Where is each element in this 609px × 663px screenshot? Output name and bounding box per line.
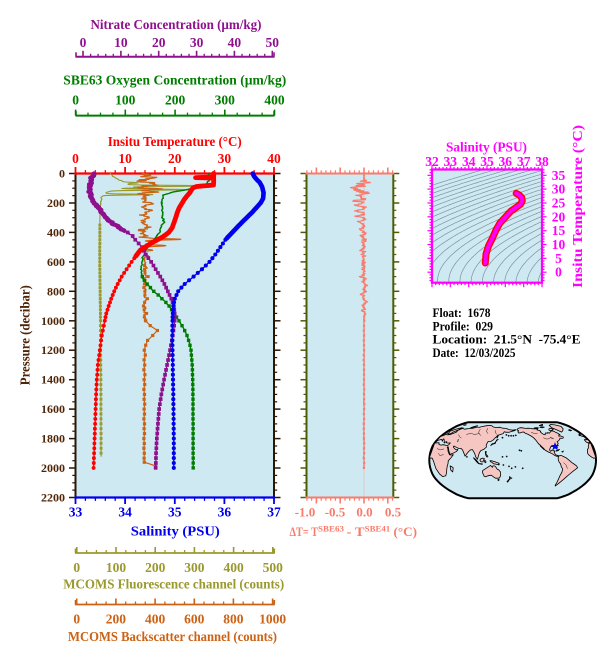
svg-text:Float: 1678: Float: 1678 <box>433 305 491 320</box>
svg-text:200: 200 <box>165 93 186 108</box>
svg-text:0: 0 <box>555 265 562 280</box>
svg-text:Nitrate Concentration (µm/kg): Nitrate Concentration (µm/kg) <box>91 17 262 32</box>
svg-text:300: 300 <box>184 560 205 575</box>
svg-text:Pressure (decibar): Pressure (decibar) <box>18 285 33 385</box>
svg-text:1000: 1000 <box>259 612 286 627</box>
svg-text:10: 10 <box>118 151 132 166</box>
svg-text:5: 5 <box>555 251 562 266</box>
svg-text:Salinity (PSU): Salinity (PSU) <box>446 140 527 155</box>
svg-text:ΔT= T: ΔT= T <box>290 524 319 539</box>
svg-text:800: 800 <box>47 284 65 298</box>
svg-text:400: 400 <box>264 93 285 108</box>
svg-text:0.0: 0.0 <box>356 505 372 520</box>
svg-text:35: 35 <box>480 154 494 169</box>
svg-text:0: 0 <box>73 560 80 575</box>
svg-text:Location: 21.5°N -75.4°E: Location: 21.5°N -75.4°E <box>433 332 581 347</box>
svg-text:SBE41: SBE41 <box>365 525 391 534</box>
svg-text:Profile: 029: Profile: 029 <box>433 318 494 333</box>
svg-text:30: 30 <box>218 151 232 166</box>
svg-text:Salinity (PSU): Salinity (PSU) <box>131 524 220 539</box>
svg-text:37: 37 <box>267 505 281 520</box>
svg-text:MCOMS Fluorescence channel (co: MCOMS Fluorescence channel (counts) <box>63 577 284 592</box>
svg-text:500: 500 <box>263 560 284 575</box>
svg-text:0: 0 <box>73 612 80 627</box>
svg-text:0: 0 <box>72 151 79 166</box>
svg-text:0: 0 <box>59 167 65 181</box>
svg-text:200: 200 <box>145 560 166 575</box>
svg-text:50: 50 <box>266 35 280 50</box>
svg-text:32: 32 <box>425 154 439 169</box>
svg-text:MCOMS Backscatter channel (cou: MCOMS Backscatter channel (counts) <box>68 629 277 644</box>
svg-text:1200: 1200 <box>41 343 65 357</box>
svg-text:33: 33 <box>444 154 458 169</box>
svg-text:(°C): (°C) <box>394 524 418 539</box>
svg-text:36: 36 <box>218 505 232 520</box>
svg-text:0: 0 <box>72 93 79 108</box>
svg-text:600: 600 <box>184 612 205 627</box>
svg-text:1600: 1600 <box>41 402 65 416</box>
svg-text:1800: 1800 <box>41 432 65 446</box>
svg-text:Insitu Temperature (°C): Insitu Temperature (°C) <box>108 134 242 149</box>
svg-text:300: 300 <box>215 93 236 108</box>
svg-text:1000: 1000 <box>41 314 65 328</box>
svg-text:1400: 1400 <box>41 373 65 387</box>
svg-text:10: 10 <box>552 237 566 252</box>
svg-text:-0.5: -0.5 <box>325 505 346 520</box>
svg-text:34: 34 <box>118 505 132 520</box>
svg-text:200: 200 <box>106 612 127 627</box>
svg-text:10: 10 <box>114 35 128 50</box>
svg-text:25: 25 <box>552 196 566 211</box>
svg-text:SBE63 Oxygen Concentration (µm: SBE63 Oxygen Concentration (µm/kg) <box>63 73 286 88</box>
svg-text:-1.0: -1.0 <box>295 505 316 520</box>
svg-text:200: 200 <box>47 196 65 210</box>
svg-text:2200: 2200 <box>41 491 65 505</box>
svg-text:400: 400 <box>223 560 244 575</box>
svg-text:40: 40 <box>228 35 242 50</box>
svg-text:100: 100 <box>115 93 136 108</box>
svg-text:400: 400 <box>145 612 166 627</box>
svg-text:15: 15 <box>552 223 566 238</box>
svg-text:20: 20 <box>168 151 182 166</box>
svg-text:20: 20 <box>552 209 566 224</box>
svg-text:400: 400 <box>47 225 65 239</box>
svg-text:36: 36 <box>499 154 513 169</box>
svg-text:30: 30 <box>190 35 204 50</box>
svg-text:100: 100 <box>106 560 127 575</box>
svg-text:2000: 2000 <box>41 461 65 475</box>
svg-text:600: 600 <box>47 255 65 269</box>
svg-text:20: 20 <box>152 35 166 50</box>
svg-text:34: 34 <box>462 154 476 169</box>
svg-text:- T: - T <box>347 524 365 539</box>
svg-text:Insitu Temperature (°C): Insitu Temperature (°C) <box>571 125 586 288</box>
svg-text:Date: 12/03/2025: Date: 12/03/2025 <box>433 345 516 360</box>
svg-text:30: 30 <box>552 182 566 197</box>
svg-text:40: 40 <box>267 151 281 166</box>
svg-text:0: 0 <box>80 35 87 50</box>
svg-text:35: 35 <box>168 505 182 520</box>
svg-text:0.5: 0.5 <box>385 505 402 520</box>
svg-text:38: 38 <box>535 154 549 169</box>
svg-text:37: 37 <box>517 154 531 169</box>
svg-text:SBE63: SBE63 <box>318 525 344 534</box>
svg-text:35: 35 <box>552 168 566 183</box>
svg-text:33: 33 <box>69 505 83 520</box>
svg-text:800: 800 <box>223 612 244 627</box>
